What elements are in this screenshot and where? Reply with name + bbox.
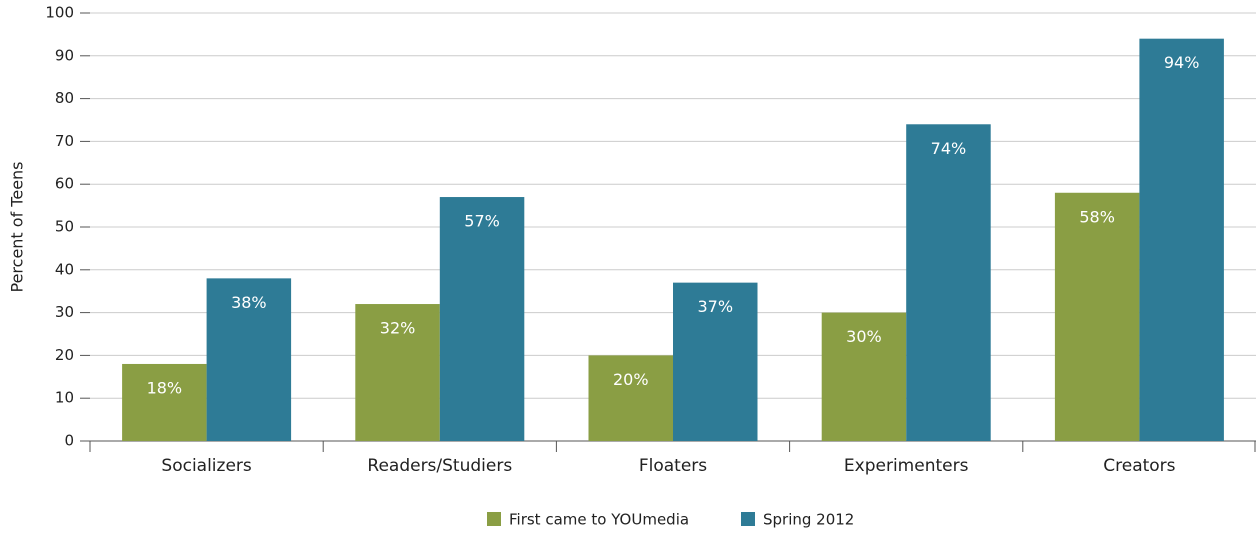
y-tick-label: 20 (55, 346, 74, 364)
value-label: 57% (464, 212, 500, 231)
value-label: 58% (1079, 207, 1115, 226)
bar (439, 197, 525, 441)
value-label: 30% (846, 327, 882, 346)
bar (1139, 38, 1224, 442)
legend-label: First came to YOUmedia (509, 511, 689, 529)
value-label: 37% (697, 297, 733, 316)
x-tick-label: Experimenters (844, 456, 969, 476)
legend-label: Spring 2012 (763, 511, 854, 529)
x-tick-label: Creators (1103, 456, 1175, 476)
y-tick-label: 50 (55, 218, 74, 236)
y-tick-label: 40 (55, 260, 74, 278)
y-tick-label: 0 (64, 432, 74, 450)
bar (122, 363, 207, 441)
y-tick-label: 90 (55, 46, 74, 64)
legend-swatch (487, 512, 501, 526)
bar (588, 355, 673, 441)
value-label: 32% (380, 319, 416, 338)
y-tick-label: 60 (55, 175, 74, 193)
value-label: 94% (1164, 53, 1200, 72)
value-label: 38% (231, 293, 267, 312)
value-label: 18% (147, 378, 183, 397)
y-tick-label: 80 (55, 89, 74, 107)
bar (1054, 192, 1140, 441)
value-label: 20% (613, 370, 649, 389)
bar (355, 304, 440, 441)
bar (821, 312, 907, 441)
y-tick-label: 70 (55, 132, 74, 150)
bar (673, 282, 758, 441)
bar (906, 124, 991, 441)
y-tick-label: 100 (45, 4, 74, 22)
value-label: 74% (931, 139, 967, 158)
x-tick-label: Floaters (639, 456, 707, 476)
legend-swatch (741, 512, 755, 526)
bar (206, 278, 292, 441)
x-tick-label: Socializers (161, 456, 251, 476)
x-tick-label: Readers/Studiers (367, 456, 512, 476)
y-tick-label: 10 (55, 389, 74, 407)
y-tick-label: 30 (55, 303, 74, 321)
y-axis-label: Percent of Teens (8, 161, 27, 292)
